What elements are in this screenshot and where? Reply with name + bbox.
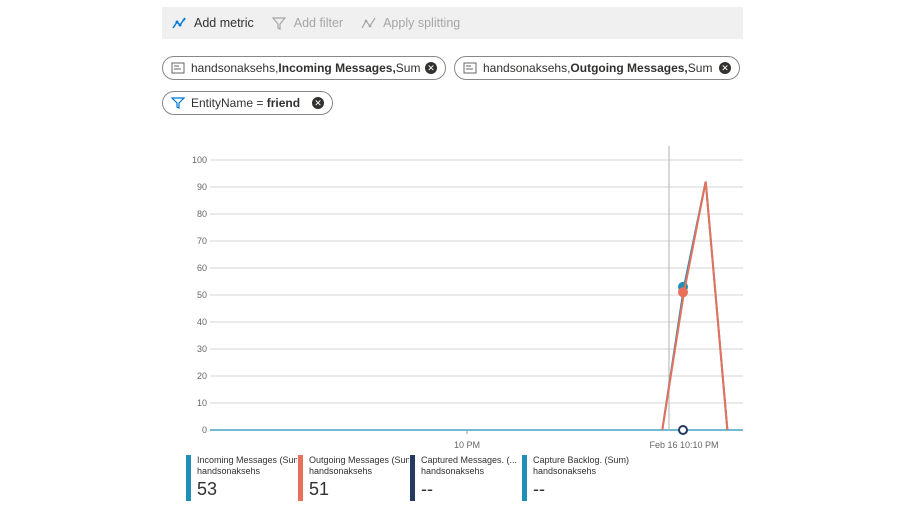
legend-item[interactable]: Captured Messages. (... handsonaksehs --: [410, 455, 521, 505]
splitting-icon: [361, 17, 376, 29]
pill-agg: Sum: [687, 61, 713, 75]
legend-sub: handsonaksehs: [309, 466, 373, 476]
y-tick-label: 100: [192, 155, 207, 165]
y-tick-label: 40: [197, 317, 207, 327]
apply-splitting-label: Apply splitting: [383, 16, 461, 30]
legend-value: 51: [309, 479, 330, 499]
y-tick-label: 30: [197, 344, 207, 354]
y-tick-label: 0: [202, 425, 207, 435]
filter-icon: [271, 17, 287, 30]
close-icon[interactable]: ✕: [719, 62, 731, 74]
legend-sub: handsonaksehs: [197, 466, 261, 476]
pill-metric: Outgoing Messages,: [570, 61, 688, 75]
filter-field: EntityName =: [191, 96, 264, 110]
apply-splitting-button[interactable]: Apply splitting: [361, 16, 460, 30]
metric-icon: [463, 62, 477, 74]
add-filter-button[interactable]: Add filter: [271, 16, 344, 30]
legend-item[interactable]: Outgoing Messages (Sum) handsonaksehs 51: [298, 455, 409, 505]
legend-title: Captured Messages. (...: [421, 455, 518, 465]
close-icon[interactable]: ✕: [425, 62, 437, 74]
legend-value: 53: [197, 479, 218, 499]
add-filter-label: Add filter: [293, 16, 344, 30]
legend-value: --: [533, 479, 545, 499]
y-tick-label: 20: [197, 371, 207, 381]
add-metric-button[interactable]: + Add metric: [172, 16, 254, 30]
legend-color-bar: [410, 455, 415, 501]
y-tick-label: 80: [197, 209, 207, 219]
metric-icon: [171, 62, 185, 74]
legend-title: Outgoing Messages (Sum): [309, 455, 409, 465]
pill-metric: Incoming Messages,: [278, 61, 396, 75]
y-tick-label: 60: [197, 263, 207, 273]
add-metric-icon: +: [172, 17, 186, 29]
pill-prefix: handsonaksehs,: [483, 61, 571, 75]
close-icon[interactable]: ✕: [312, 97, 324, 109]
metric-pill-incoming[interactable]: handsonaksehs, Incoming Messages, Sum ✕: [162, 56, 446, 80]
series-line: [661, 181, 729, 431]
legend-sub: handsonaksehs: [421, 466, 485, 476]
metric-pill-outgoing[interactable]: handsonaksehs, Outgoing Messages, Sum ✕: [454, 56, 740, 80]
data-point: [678, 287, 688, 298]
legend-title: Incoming Messages (Sum): [197, 455, 297, 465]
legend-value: --: [421, 479, 433, 499]
data-point: [678, 425, 688, 435]
filter-icon: [171, 97, 185, 109]
x-tick-label: Feb 16 10:10 PM: [649, 440, 718, 450]
legend-sub: handsonaksehs: [533, 466, 597, 476]
legend-color-bar: [186, 455, 191, 501]
pill-prefix: handsonaksehs,: [191, 61, 279, 75]
legend-color-bar: [298, 455, 303, 501]
filter-pill[interactable]: EntityName = friend ✕: [162, 91, 333, 115]
x-tick-label: 10 PM: [454, 440, 480, 450]
svg-text:+: +: [182, 17, 186, 24]
y-tick-label: 10: [197, 398, 207, 408]
legend-item[interactable]: Incoming Messages (Sum) handsonaksehs 53: [186, 455, 297, 505]
filter-value: friend: [266, 96, 301, 110]
legend-color-bar: [522, 455, 527, 501]
pill-agg: Sum: [395, 61, 421, 75]
legend-item[interactable]: Capture Backlog. (Sum) handsonaksehs --: [522, 455, 633, 505]
y-tick-label: 50: [197, 290, 207, 300]
legend-title: Capture Backlog. (Sum): [533, 455, 630, 465]
series-line: [661, 181, 729, 431]
add-metric-label: Add metric: [194, 16, 254, 30]
y-tick-label: 70: [197, 236, 207, 246]
toolbar: + Add metric Add filter Apply splitting: [162, 7, 743, 39]
y-tick-label: 90: [197, 182, 207, 192]
